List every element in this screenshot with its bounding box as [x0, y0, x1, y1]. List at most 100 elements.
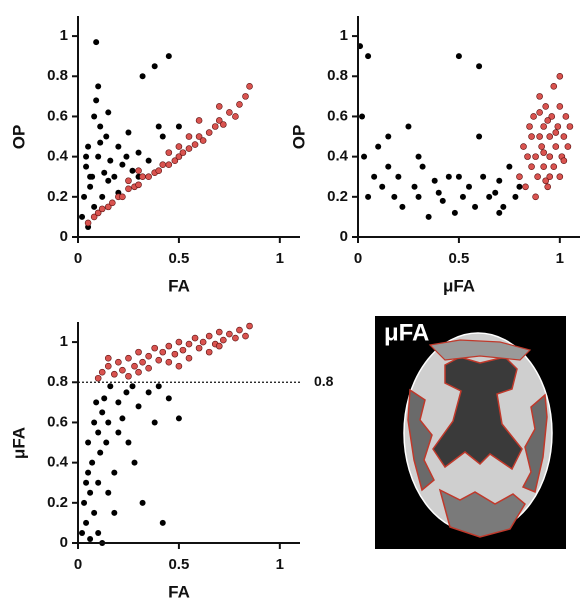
- scatter-point: [439, 197, 446, 204]
- scatter-point: [179, 346, 187, 354]
- scatter-point: [85, 439, 92, 446]
- scatter-point: [93, 97, 100, 104]
- scatter-point: [536, 109, 543, 116]
- scatter-point: [125, 129, 132, 136]
- y-tick-label: 1: [60, 333, 68, 350]
- scatter-point: [101, 169, 108, 176]
- scatter-point: [165, 342, 173, 350]
- scatter-point: [195, 344, 203, 352]
- scatter-point: [486, 193, 493, 200]
- scatter-point: [165, 395, 172, 402]
- scatter-point: [91, 113, 98, 120]
- scatter-point: [95, 429, 102, 436]
- scatter-point: [87, 535, 94, 542]
- scatter-point: [220, 121, 227, 128]
- scatter-point: [131, 459, 138, 466]
- x-tick-label: 0.5: [168, 250, 189, 267]
- scatter-point: [455, 53, 462, 60]
- scatter-point: [81, 499, 88, 506]
- scatter-point: [199, 338, 207, 346]
- y-tick-label: 0: [60, 228, 68, 245]
- scatter-point: [532, 153, 539, 160]
- scatter-point: [496, 209, 503, 216]
- y-tick-label: 0.6: [47, 413, 68, 430]
- y-tick-label: 0.2: [47, 494, 68, 511]
- scatter-point: [145, 352, 152, 360]
- scatter-point: [415, 193, 422, 200]
- scatter-point: [98, 205, 106, 213]
- scatter-point: [93, 399, 100, 406]
- scatter-point: [185, 354, 193, 362]
- scatter-point: [546, 173, 554, 181]
- scatter-point: [125, 354, 132, 362]
- scatter-point: [425, 213, 432, 220]
- scatter-point: [540, 163, 547, 170]
- threshold-label: 0.8: [314, 373, 334, 389]
- scatter-point: [123, 389, 130, 396]
- scatter-point: [145, 364, 152, 372]
- scatter-point: [87, 489, 94, 496]
- scatter-point: [185, 133, 193, 140]
- scatter-point: [91, 509, 98, 516]
- brain-image: μFA: [375, 316, 566, 549]
- scatter-point: [135, 181, 142, 189]
- scatter-point: [139, 358, 146, 366]
- scatter-point: [512, 193, 519, 200]
- scatter-point: [79, 529, 86, 536]
- scatter-point: [175, 362, 183, 370]
- scatter-point: [215, 103, 223, 110]
- scatter-point: [125, 439, 132, 446]
- scatter-point: [165, 149, 173, 156]
- scatter-point: [111, 509, 118, 516]
- scatter-point: [205, 129, 213, 136]
- scatter-point: [236, 101, 243, 108]
- scatter-point: [379, 183, 386, 190]
- scatter-point: [175, 153, 183, 160]
- scatter-point: [562, 113, 570, 120]
- scatter-point: [466, 183, 472, 190]
- scatter-point: [554, 123, 562, 130]
- scatter-point: [103, 439, 110, 446]
- scatter-point: [145, 173, 152, 181]
- scatter-point: [83, 479, 90, 486]
- y-tick-label: 0.8: [47, 373, 68, 390]
- scatter-point: [115, 429, 122, 436]
- scatter-point: [546, 153, 554, 160]
- scatter-point: [540, 149, 547, 156]
- scatter-point: [125, 177, 132, 185]
- scatter-point: [145, 157, 152, 164]
- x-axis-label: FA: [168, 582, 190, 601]
- scatter-point: [111, 370, 118, 378]
- scatter-point: [104, 354, 112, 362]
- y-tick-label: 0.6: [327, 107, 348, 124]
- scatter-point: [220, 336, 227, 344]
- scatter-point: [459, 193, 466, 200]
- scatter-point: [191, 141, 199, 148]
- scatter-point: [119, 415, 126, 422]
- scatter-point: [560, 157, 568, 164]
- scatter-point: [115, 143, 122, 150]
- scatter-point: [171, 350, 179, 358]
- scatter-point: [115, 358, 122, 366]
- scatter-point: [365, 53, 372, 60]
- scatter-point: [526, 123, 533, 130]
- scatter-point: [97, 139, 104, 146]
- scatter-point: [242, 332, 249, 340]
- scatter-point: [371, 173, 378, 180]
- scatter-point: [375, 143, 382, 150]
- scatter-point: [155, 123, 162, 130]
- scatter-point: [411, 183, 418, 190]
- x-tick-label: 0: [354, 250, 362, 267]
- scatter-point: [242, 93, 249, 100]
- scatter-point: [445, 173, 452, 180]
- scatter-point: [95, 529, 102, 536]
- scatter-point: [556, 103, 564, 110]
- scatter-point: [105, 489, 112, 496]
- scatter-point: [405, 123, 412, 130]
- scatter-point: [385, 163, 392, 170]
- scatter-point: [365, 193, 372, 200]
- scatter-point: [107, 383, 114, 390]
- scatter-point: [211, 123, 219, 130]
- scatter-point: [496, 177, 503, 184]
- scatter-point: [540, 123, 547, 130]
